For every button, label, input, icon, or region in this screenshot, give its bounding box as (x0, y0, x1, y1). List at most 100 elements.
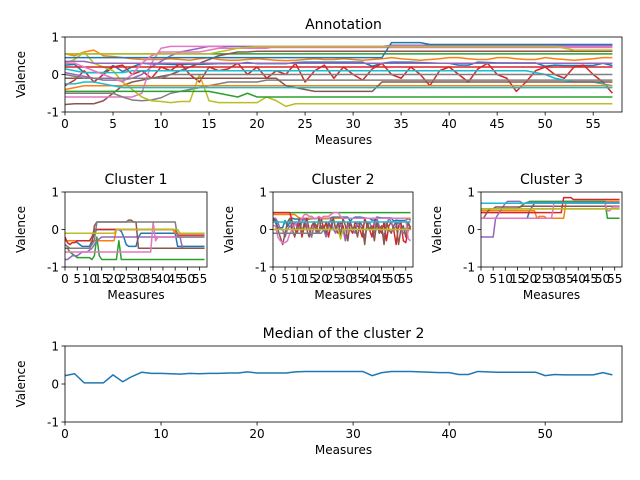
panel-median-cluster-2: Median of the cluster 2 Measures Valence… (14, 326, 623, 457)
series-line (65, 51, 613, 108)
x-tick-label: 55 (586, 117, 601, 131)
y-tick-label: -1 (255, 261, 267, 275)
y-axis-label: Valence (430, 206, 444, 253)
x-tick-label: 30 (131, 272, 146, 286)
y-axis-label: Valence (14, 361, 28, 408)
series-line (273, 217, 412, 246)
x-tick-label: 0 (269, 272, 277, 286)
x-tick-label: 50 (180, 272, 195, 286)
chart-title: Median of the cluster 2 (263, 326, 425, 342)
x-tick-label: 0 (61, 117, 69, 131)
series-group (273, 211, 412, 246)
x-tick-label: 0 (61, 272, 69, 286)
series-group (481, 196, 620, 238)
series-line (65, 68, 613, 87)
x-tick-label: 45 (168, 272, 183, 286)
series-line (273, 228, 411, 240)
x-tick-label: 30 (345, 427, 360, 441)
y-axis-label: Valence (14, 206, 28, 253)
x-axis-label: Measures (107, 288, 164, 302)
x-tick-label: 50 (595, 272, 610, 286)
series-line (65, 236, 205, 261)
series-line (65, 50, 613, 106)
x-tick-label: 15 (201, 117, 216, 131)
y-tick-label: 0 (51, 68, 59, 82)
x-tick-label: 10 (153, 427, 168, 441)
chart-title: Cluster 2 (311, 172, 374, 188)
x-tick-label: 45 (583, 272, 598, 286)
x-tick-label: 30 (546, 272, 561, 286)
x-axis-label: Measures (315, 443, 372, 457)
y-tick-label: 1 (259, 186, 267, 200)
series-line (65, 236, 205, 261)
x-axis-label: Measures (314, 288, 371, 302)
x-tick-label: 25 (297, 117, 312, 131)
series-line (273, 211, 412, 244)
y-tick-label: 1 (467, 186, 475, 200)
series-line (65, 41, 613, 59)
y-tick-label: 0 (51, 378, 59, 392)
series-line (65, 62, 613, 94)
x-axis-label: Measures (523, 288, 580, 302)
x-tick-label: 35 (393, 117, 408, 131)
x-tick-label: 55 (192, 272, 207, 286)
x-tick-label: 20 (314, 272, 329, 286)
series-group (65, 219, 205, 261)
x-tick-label: 15 (94, 272, 109, 286)
y-tick-label: 0 (259, 223, 267, 237)
x-tick-label: 50 (538, 427, 553, 441)
x-tick-label: 50 (386, 272, 401, 286)
chart-title: Cluster 3 (520, 172, 583, 188)
x-tick-label: 35 (143, 272, 158, 286)
x-tick-label: 40 (155, 272, 170, 286)
y-axis-label: Valence (222, 206, 236, 253)
x-tick-label: 55 (607, 272, 622, 286)
y-tick-label: 1 (51, 31, 59, 45)
x-tick-label: 45 (490, 117, 505, 131)
x-tick-label: 5 (489, 272, 497, 286)
y-tick-label: -1 (47, 416, 59, 430)
series-line (65, 49, 613, 62)
x-tick-label: 5 (109, 117, 117, 131)
x-tick-label: 10 (498, 272, 513, 286)
x-tick-label: 5 (281, 272, 289, 286)
x-tick-label: 55 (398, 272, 413, 286)
series-line (65, 228, 205, 248)
y-tick-label: -1 (47, 261, 59, 275)
x-tick-label: 35 (558, 272, 573, 286)
x-tick-label: 0 (477, 272, 485, 286)
y-tick-label: 0 (51, 223, 59, 237)
x-tick-label: 20 (249, 117, 264, 131)
x-tick-label: 25 (119, 272, 134, 286)
series-line (65, 45, 613, 55)
panel-cluster-2: Cluster 2 Measures Valence 0 5 10152025303… (222, 172, 414, 302)
series-group (65, 370, 613, 384)
x-tick-label: 10 (289, 272, 304, 286)
x-tick-label: 50 (538, 117, 553, 131)
x-tick-label: 20 (522, 272, 537, 286)
series-line (65, 45, 613, 98)
series-line (65, 221, 205, 249)
x-tick-label: 25 (326, 272, 341, 286)
series-line (65, 79, 613, 102)
x-tick-label: 20 (106, 272, 121, 286)
series-line (65, 228, 205, 234)
panel-annotation: Annotation Measures Valence 0 5 10 15 20 25 30… (14, 17, 623, 147)
series-line (481, 205, 620, 219)
x-tick-label: 40 (441, 117, 456, 131)
y-tick-label: 1 (51, 340, 59, 354)
y-axis-label: Valence (14, 51, 28, 98)
x-axis-label: Measures (315, 133, 372, 147)
chart-title: Cluster 1 (104, 172, 167, 188)
series-line (481, 196, 620, 214)
x-tick-label: 10 (153, 117, 168, 131)
series-line (65, 81, 613, 89)
series-line (65, 60, 613, 64)
x-tick-label: 15 (302, 272, 317, 286)
panel-cluster-3: Cluster 3 Measures Valence 0 5 10152025303… (430, 172, 623, 302)
x-tick-label: 5 (73, 272, 81, 286)
x-tick-label: 10 (82, 272, 97, 286)
x-tick-label: 40 (571, 272, 586, 286)
y-tick-label: -1 (463, 261, 475, 275)
